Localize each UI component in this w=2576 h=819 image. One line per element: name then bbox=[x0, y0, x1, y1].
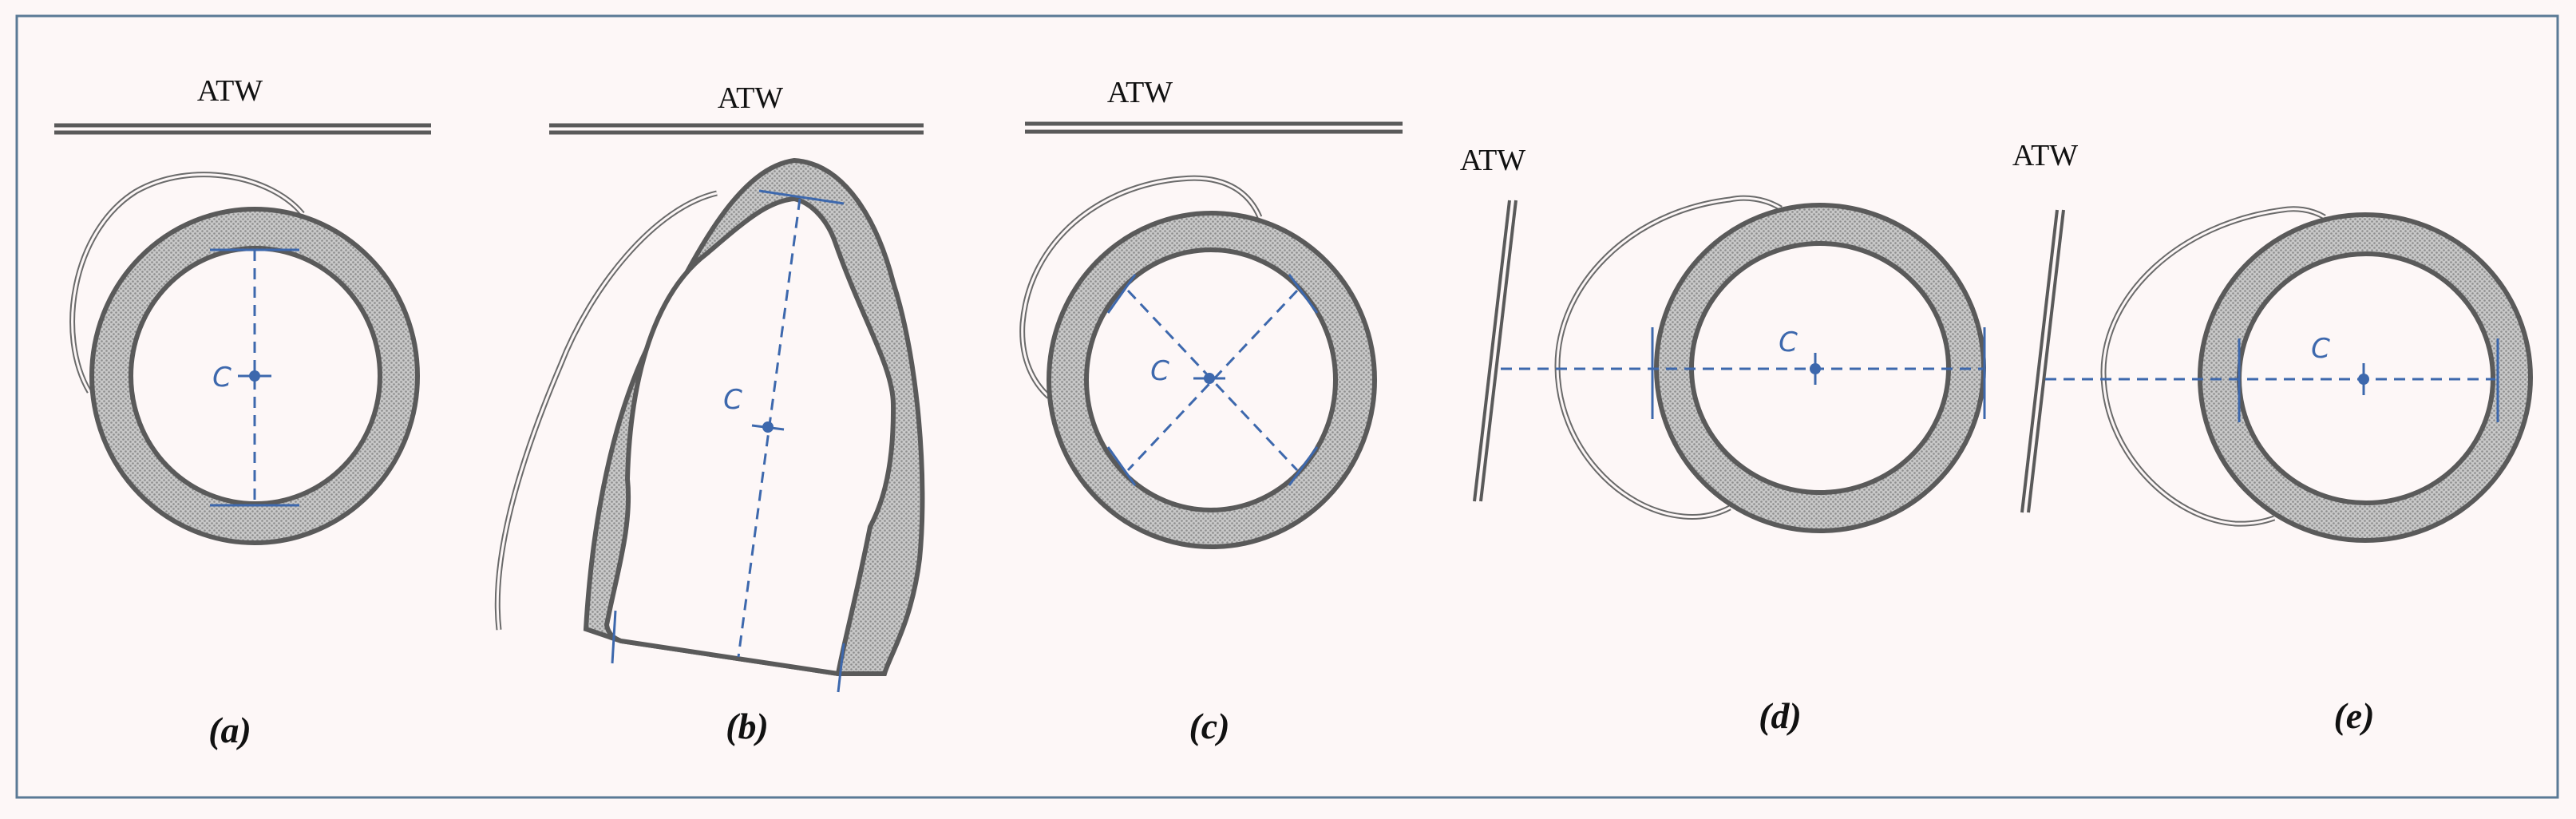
measure-line bbox=[1126, 289, 1299, 472]
center-label: C bbox=[2311, 333, 2330, 365]
panel-label: (b) bbox=[726, 706, 769, 746]
panel-label: (d) bbox=[1759, 695, 1802, 736]
center-point bbox=[1204, 373, 1215, 384]
heart-outline bbox=[1019, 175, 1263, 399]
panel-label: (c) bbox=[1189, 706, 1229, 746]
panel-d: ATW C (d) bbox=[1460, 144, 1986, 736]
anterior-thoracic-wall bbox=[2020, 209, 2065, 513]
panel-c: ATW C (c) bbox=[1019, 76, 1403, 746]
center-point bbox=[762, 421, 774, 433]
atw-label: ATW bbox=[1107, 76, 1173, 109]
ventricle-cavity bbox=[603, 196, 896, 677]
center-label: C bbox=[212, 362, 231, 394]
measure-tick bbox=[1106, 274, 1137, 314]
center-label: C bbox=[1779, 326, 1798, 358]
center-point bbox=[2358, 374, 2369, 385]
atw-label: ATW bbox=[2012, 139, 2078, 172]
center-label: C bbox=[1150, 355, 1169, 387]
measure-line bbox=[1126, 289, 1299, 472]
panel-label: (a) bbox=[208, 710, 251, 750]
heart-outline bbox=[1554, 195, 1783, 520]
anterior-thoracic-wall bbox=[54, 123, 431, 135]
anterior-thoracic-wall bbox=[1025, 121, 1403, 134]
anterior-thoracic-wall bbox=[1473, 200, 1518, 502]
measure-tick bbox=[1288, 274, 1319, 314]
atw-label: ATW bbox=[718, 81, 783, 115]
heart-outline bbox=[69, 172, 305, 394]
atw-label: ATW bbox=[1460, 144, 1525, 177]
heart-outline bbox=[494, 190, 718, 631]
panel-a: ATW C (a) bbox=[54, 74, 431, 750]
measure-tick bbox=[837, 643, 845, 693]
center-point bbox=[249, 370, 260, 382]
center-label: C bbox=[723, 384, 742, 416]
measure-tick bbox=[758, 189, 845, 205]
measure-tick bbox=[1288, 446, 1319, 486]
heart-outline bbox=[2100, 206, 2326, 527]
anterior-thoracic-wall bbox=[549, 123, 924, 135]
panel-e: ATW C (e) bbox=[2012, 139, 2533, 736]
center-point bbox=[1810, 363, 1821, 374]
panel-b: ATW C (b) bbox=[494, 81, 925, 746]
panel-label: (e) bbox=[2333, 695, 2374, 736]
measure-tick bbox=[1106, 446, 1137, 486]
atw-label: ATW bbox=[197, 74, 263, 108]
measure-tick bbox=[611, 610, 617, 664]
